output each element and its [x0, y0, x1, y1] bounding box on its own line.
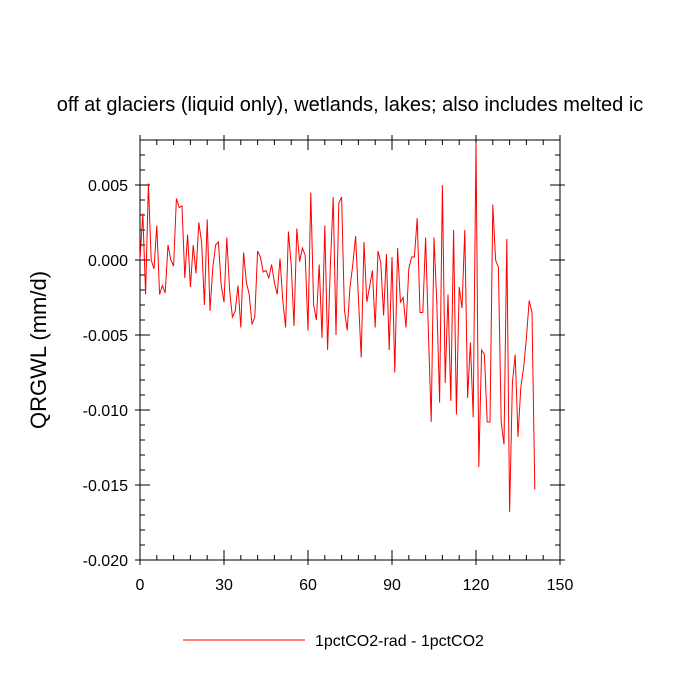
legend-label: 1pctCO2-rad - 1pctCO2 — [315, 633, 484, 650]
series-line-1pctCO2-rad-minus-1pctCO2 — [139, 142, 536, 513]
x-tick-label: 0 — [136, 577, 145, 594]
plot-frame — [139, 139, 561, 561]
x-tick-label: 30 — [215, 577, 233, 594]
y-axis-label: QRGWL (mm/d) — [26, 271, 51, 429]
chart-title: off at glaciers (liquid only), wetlands,… — [57, 94, 644, 116]
x-tick-label: 120 — [463, 577, 490, 594]
x-tick-label: 150 — [547, 577, 574, 594]
plot-border — [139, 139, 561, 561]
tick-labels: 0 30 60 90 120 150 -0.020 -0.015 -0.010 -0.005 0.0… — [83, 178, 574, 594]
y-tick-label: -0.010 — [83, 403, 128, 420]
y-tick-label: 0.000 — [88, 253, 128, 270]
y-tick-label: -0.015 — [83, 478, 128, 495]
x-tick-label: 60 — [299, 577, 317, 594]
axis-ticks — [135, 135, 565, 565]
x-tick-label: 90 — [383, 577, 401, 594]
y-tick-label: -0.020 — [83, 553, 128, 570]
y-tick-label: -0.005 — [83, 328, 128, 345]
y-tick-label: 0.005 — [88, 178, 128, 195]
